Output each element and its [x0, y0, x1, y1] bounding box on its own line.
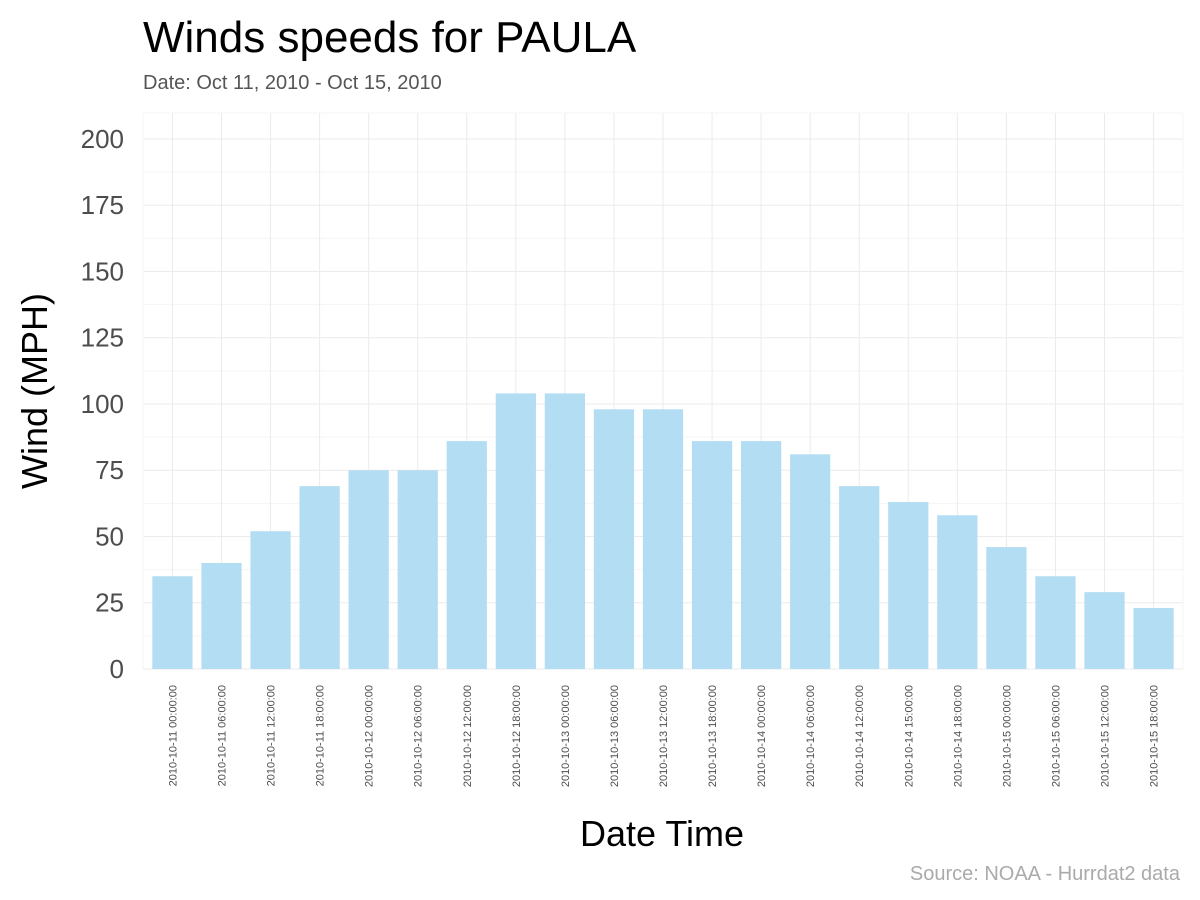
x-tick-label: 2010-10-13 12:00:00: [658, 685, 670, 787]
x-tick-label: 2010-10-12 12:00:00: [462, 685, 474, 787]
bar: [691, 441, 733, 669]
y-tick-label: 50: [95, 521, 124, 551]
x-tick-label: 2010-10-13 18:00:00: [707, 685, 719, 787]
chart-title: Winds speeds for PAULA: [143, 13, 637, 62]
bar: [937, 515, 978, 669]
x-tick-label: 2010-10-14 06:00:00: [805, 685, 817, 787]
y-tick-label: 0: [110, 654, 124, 684]
bar: [986, 547, 1027, 669]
bar: [593, 409, 635, 669]
bar: [201, 562, 242, 669]
y-tick-label: 25: [95, 588, 124, 618]
y-axis-ticks: 0 25 50 75 100 125 150 175 200: [81, 124, 124, 684]
bar: [642, 409, 684, 669]
x-tick-label: 2010-10-15 06:00:00: [1050, 685, 1062, 787]
bar: [495, 393, 536, 669]
x-tick-label: 2010-10-14 12:00:00: [854, 685, 866, 787]
bar: [544, 393, 585, 669]
x-tick-label: 2010-10-11 18:00:00: [315, 685, 327, 786]
bars: [152, 393, 1174, 669]
x-tick-label: 2010-10-13 06:00:00: [609, 685, 621, 787]
x-tick-label: 2010-10-11 06:00:00: [216, 685, 228, 786]
x-tick-label: 2010-10-11 00:00:00: [167, 685, 179, 786]
x-tick-label: 2010-10-15 18:00:00: [1149, 685, 1161, 787]
bar: [299, 486, 340, 669]
y-tick-label: 175: [81, 190, 124, 220]
y-tick-label: 100: [81, 389, 124, 419]
bar: [1084, 592, 1125, 669]
x-tick-label: 2010-10-13 00:00:00: [560, 685, 572, 787]
x-tick-label: 2010-10-12 00:00:00: [364, 685, 376, 787]
x-tick-label: 2010-10-15 12:00:00: [1100, 685, 1112, 787]
bar: [1035, 576, 1076, 669]
x-tick-label: 2010-10-11 12:00:00: [266, 685, 278, 786]
bar: [446, 441, 487, 669]
chart-subtitle: Date: Oct 11, 2010 - Oct 15, 2010: [143, 72, 442, 94]
bar: [790, 454, 831, 669]
bar: [1133, 608, 1174, 669]
y-tick-label: 125: [81, 323, 124, 353]
bar: [741, 441, 782, 669]
x-tick-label: 2010-10-15 00:00:00: [1001, 685, 1013, 787]
bar: [250, 531, 291, 669]
x-tick-label: 2010-10-14 00:00:00: [756, 685, 768, 787]
chart-caption: Source: NOAA - Hurrdat2 data: [910, 863, 1181, 885]
x-axis-title: Date Time: [580, 813, 744, 854]
y-tick-label: 150: [81, 256, 124, 286]
y-axis-title: Wind (MPH): [14, 293, 55, 489]
bar: [839, 486, 880, 669]
x-tick-label: 2010-10-14 15:00:00: [903, 685, 915, 787]
y-tick-label: 200: [81, 124, 124, 154]
x-tick-label: 2010-10-14 18:00:00: [952, 685, 964, 787]
x-tick-label: 2010-10-12 18:00:00: [511, 685, 523, 787]
bar: [888, 502, 929, 669]
x-axis-ticks: 2010-10-11 00:00:00 2010-10-11 06:00:00 20…: [167, 685, 1160, 787]
bar: [397, 470, 438, 669]
x-tick-label: 2010-10-12 06:00:00: [413, 685, 425, 787]
bar: [152, 576, 193, 669]
bar: [348, 470, 389, 669]
y-tick-label: 75: [95, 455, 124, 485]
